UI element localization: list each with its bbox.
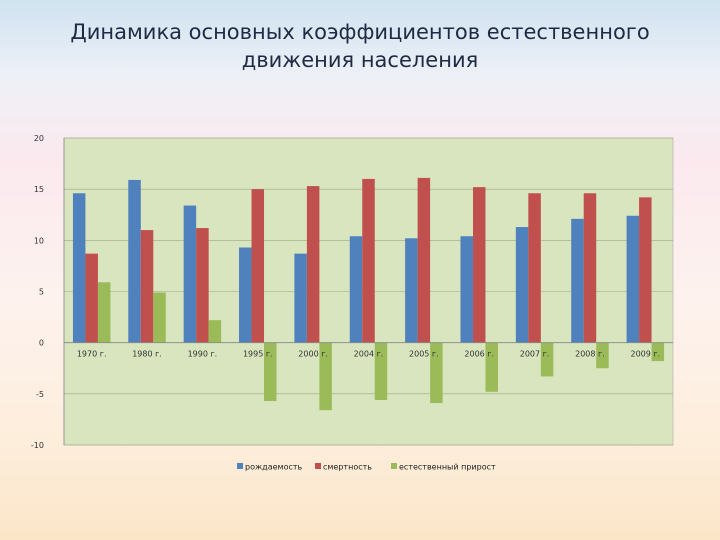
legend-label: естественный прирост xyxy=(399,463,496,472)
bar-рождаемость xyxy=(571,218,584,343)
legend-swatch xyxy=(315,463,321,469)
bar-смертность xyxy=(417,177,431,343)
x-tick-label: 2000 г. xyxy=(298,350,328,359)
title-line-1: Динамика основных коэффициентов естестве… xyxy=(70,20,650,44)
bar-естественный-прирост xyxy=(264,342,277,401)
bar-рождаемость xyxy=(128,179,141,343)
bar-естественный-прирост xyxy=(153,292,166,343)
bar-смертность xyxy=(472,187,486,343)
bar-смертность xyxy=(528,193,541,343)
bar-рождаемость xyxy=(294,253,307,343)
x-tick-label: 2005 г. xyxy=(409,350,439,359)
bar-рождаемость xyxy=(239,247,252,343)
bar-рождаемость xyxy=(515,227,529,343)
bar-рождаемость xyxy=(626,215,640,343)
bar-естественный-прирост xyxy=(374,342,388,400)
x-tick-label: 1970 г. xyxy=(77,350,107,359)
x-tick-label: 1995 г. xyxy=(243,350,273,359)
x-tick-label: 2007 г. xyxy=(520,350,550,359)
bar-естественный-прирост xyxy=(651,342,665,362)
x-tick-label: 2008 г. xyxy=(575,350,605,359)
legend-label: смертность xyxy=(323,463,372,472)
x-tick-label: 1980 г. xyxy=(132,350,162,359)
chart-title: Динамика основных коэффициентов естестве… xyxy=(0,18,720,74)
legend-swatch xyxy=(391,463,397,469)
bar-смертность xyxy=(196,228,209,343)
x-tick-label: 2006 г. xyxy=(464,350,494,359)
bar-рождаемость xyxy=(405,238,418,343)
x-tick-label: 1990 г. xyxy=(188,350,218,359)
legend-swatch xyxy=(237,463,243,469)
bar-естественный-прирост xyxy=(319,342,332,411)
bar-естественный-прирост xyxy=(540,342,554,377)
bar-смертность xyxy=(251,189,265,343)
bar-естественный-прирост xyxy=(97,282,111,343)
y-tick-label: 15 xyxy=(34,185,44,194)
title-line-2: движения населения xyxy=(241,48,479,72)
bar-смертность xyxy=(362,178,375,343)
bar-естественный-прирост xyxy=(485,342,498,392)
legend-label: рождаемость xyxy=(245,463,303,472)
bar-смертность xyxy=(583,193,597,343)
bar-рождаемость xyxy=(349,236,363,343)
bar-естественный-прирост xyxy=(430,342,443,404)
bar-смертность xyxy=(140,230,154,343)
bar-естественный-прирост xyxy=(208,320,222,343)
bar-рождаемость xyxy=(183,205,197,343)
x-tick-label: 2009 г. xyxy=(630,350,660,359)
bar-смертность xyxy=(306,186,320,343)
x-tick-label: 2004 г. xyxy=(354,350,384,359)
bar-естественный-прирост xyxy=(596,342,609,369)
bar-смертность xyxy=(639,197,652,343)
y-tick-label: 20 xyxy=(34,134,44,143)
bar-рождаемость xyxy=(460,236,473,343)
bar-рождаемость xyxy=(72,193,86,343)
y-tick-label: -5 xyxy=(36,390,44,399)
y-tick-label: 0 xyxy=(39,339,44,348)
y-tick-label: 10 xyxy=(34,236,44,245)
y-tick-label: -10 xyxy=(31,441,44,450)
bar-смертность xyxy=(85,253,98,343)
y-tick-label: 5 xyxy=(39,288,44,297)
